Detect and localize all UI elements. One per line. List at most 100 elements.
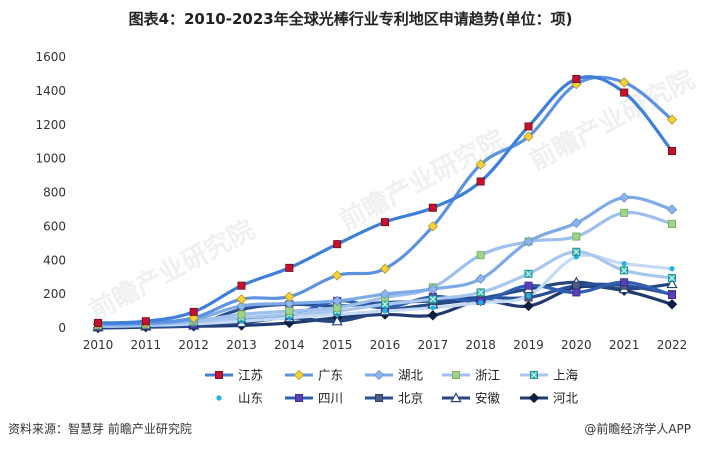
legend-marker [451, 370, 460, 379]
data-point [572, 232, 581, 241]
data-point [619, 192, 630, 203]
legend-label: 山东 [238, 391, 263, 406]
y-tick-label: 1000 [35, 152, 66, 166]
data-point [141, 317, 150, 326]
data-point [428, 295, 437, 304]
data-point [571, 217, 582, 229]
data-point [380, 218, 389, 227]
legend-marker [530, 370, 539, 379]
data-point [620, 266, 629, 275]
data-point [475, 159, 486, 170]
data-point [524, 269, 533, 278]
data-point [620, 88, 629, 97]
x-tick-label: 2014 [274, 338, 305, 352]
data-point [666, 204, 678, 215]
data-point [332, 270, 343, 281]
data-point [284, 291, 295, 302]
data-point [285, 263, 294, 272]
data-point [333, 240, 342, 249]
data-point [619, 77, 630, 88]
x-tick-label: 2012 [178, 338, 209, 352]
x-tick-label: 2013 [226, 338, 257, 352]
data-point [666, 114, 678, 125]
data-point [428, 203, 437, 212]
y-tick-label: 0 [58, 321, 66, 335]
data-point [236, 294, 247, 305]
y-tick-label: 200 [43, 287, 66, 301]
footer-source: 资料来源：智慧芽 前瞻产业研究院 [8, 422, 192, 436]
data-point [382, 308, 388, 314]
data-point [427, 310, 438, 321]
data-point [379, 288, 391, 300]
legend-marker [294, 393, 303, 402]
data-point [331, 315, 343, 326]
data-point [523, 131, 534, 142]
data-point [427, 221, 438, 232]
data-point [427, 283, 438, 295]
data-point [94, 318, 103, 327]
data-point [476, 251, 485, 260]
data-point [666, 278, 678, 289]
footer-brand: @前瞻经济学人APP [584, 422, 691, 436]
data-point [188, 312, 199, 324]
legend-marker [450, 392, 462, 403]
data-point [380, 300, 389, 309]
data-point [478, 299, 484, 306]
legend-marker [373, 369, 385, 381]
data-point [523, 300, 534, 312]
x-tick-label: 2016 [370, 338, 401, 352]
y-tick-label: 1400 [35, 84, 66, 98]
legend-marker [293, 369, 305, 381]
y-tick-label: 1200 [35, 118, 66, 132]
data-point [284, 298, 295, 309]
data-point [379, 263, 391, 274]
legend-label: 安徽 [475, 391, 501, 406]
data-point [572, 288, 581, 297]
legend-label: 四川 [318, 391, 343, 406]
data-point [668, 274, 677, 283]
data-point [666, 299, 678, 310]
data-point [572, 281, 581, 290]
data-point [668, 290, 677, 299]
y-tick-label: 600 [43, 219, 66, 233]
legend-marker [216, 395, 222, 401]
legend-marker [374, 393, 383, 402]
data-point [524, 281, 533, 290]
legend-marker [214, 370, 223, 379]
data-point [523, 236, 534, 247]
legend-label: 湖北 [398, 368, 424, 383]
legend-label: 上海 [553, 368, 579, 383]
data-point [236, 300, 247, 312]
x-tick-label: 2018 [465, 338, 496, 352]
data-point [524, 122, 533, 131]
data-point [668, 147, 677, 156]
legend-label: 河北 [553, 391, 579, 406]
legend-label: 广东 [318, 368, 343, 383]
data-point [669, 266, 675, 272]
data-point [621, 261, 627, 267]
data-point [237, 310, 246, 319]
x-tick-label: 2019 [513, 338, 544, 352]
data-point [572, 247, 581, 256]
data-point [525, 293, 532, 299]
x-tick-label: 2010 [83, 338, 114, 352]
chart-title: 图表4：2010-2023年全球光棒行业专利地区申请趋势(单位：项) [128, 10, 573, 28]
y-tick-label: 800 [43, 186, 66, 200]
x-tick-label: 2011 [131, 338, 162, 352]
x-tick-label: 2022 [657, 338, 688, 352]
x-tick-label: 2021 [609, 338, 640, 352]
x-tick-label: 2015 [322, 338, 353, 352]
legend-label: 北京 [398, 391, 423, 406]
data-point [620, 208, 629, 217]
legend-marker [528, 392, 540, 404]
x-tick-label: 2017 [418, 338, 449, 352]
legend-label: 浙江 [475, 368, 500, 383]
data-point [668, 219, 677, 228]
data-point [237, 281, 246, 290]
data-point [620, 278, 629, 287]
x-tick-label: 2020 [561, 338, 592, 352]
data-point [572, 75, 581, 84]
data-point [189, 307, 198, 316]
legend-label: 江苏 [238, 368, 263, 383]
